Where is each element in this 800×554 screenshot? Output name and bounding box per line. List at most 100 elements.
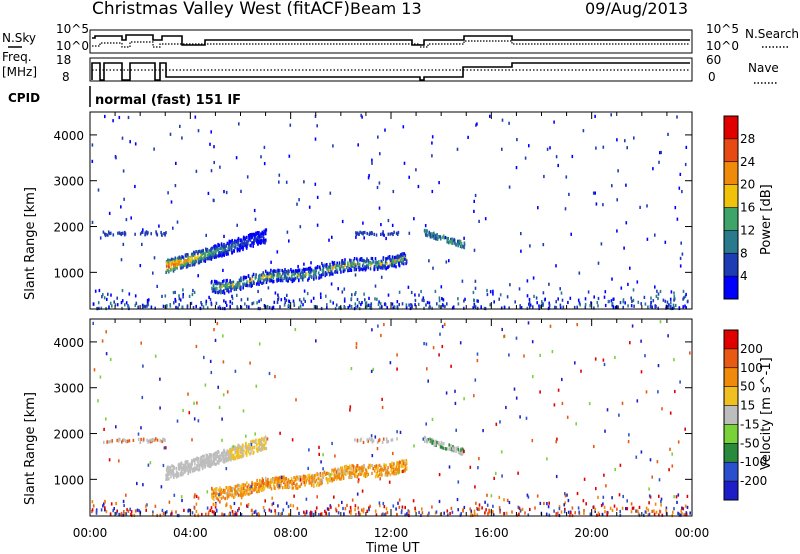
echo-band-1 (232, 244, 234, 248)
echo-sporadic (532, 375, 534, 379)
echo-near-range (313, 304, 316, 309)
echo-near-range (354, 305, 357, 310)
echo-sporadic (354, 273, 357, 277)
echo-near-range (498, 297, 500, 301)
echo-sporadic (278, 180, 280, 184)
echo-band-1 (241, 245, 244, 250)
echo-band-2 (246, 488, 248, 493)
echo-near-range (519, 306, 522, 310)
echo-band-2 (262, 485, 265, 489)
echo-band-2 (266, 483, 269, 487)
echo-near-range (406, 512, 408, 516)
echo-band-2 (220, 488, 223, 492)
echo-patch (461, 450, 464, 454)
echo-band-1 (253, 445, 255, 450)
echo-band-1 (175, 475, 178, 479)
echo-band-1 (204, 465, 206, 469)
echo-near-range (463, 505, 466, 510)
echo-line-2000 (108, 440, 110, 444)
echo-sporadic (508, 353, 510, 357)
echo-sporadic (263, 162, 266, 166)
echo-band-1 (219, 459, 222, 463)
echo-band-2 (341, 469, 343, 473)
echo-near-range (577, 506, 580, 510)
echo-band-2 (277, 476, 280, 480)
echo-band-1 (241, 242, 243, 246)
echo-sporadic (528, 144, 530, 148)
echo-sporadic (383, 323, 385, 327)
echo-near-range (91, 500, 94, 504)
echo-sporadic (182, 408, 184, 413)
echo-band-2 (342, 476, 345, 481)
echo-near-range (547, 505, 550, 509)
echo-sporadic (474, 193, 477, 198)
echo-band-2 (390, 468, 392, 472)
echo-near-range (342, 506, 344, 511)
echo-sporadic (329, 473, 332, 477)
echo-sporadic (549, 324, 552, 328)
echo-band-2 (340, 476, 343, 480)
echo-band-2 (320, 478, 322, 482)
echo-patch (455, 447, 458, 451)
echo-near-range (121, 299, 124, 303)
echo-band-2 (362, 258, 364, 262)
echo-band-2 (337, 467, 339, 471)
echo-near-range (526, 306, 529, 310)
echo-line-2000 (160, 230, 162, 235)
echo-band-1 (182, 463, 185, 467)
echo-near-range (115, 511, 118, 515)
echo-near-range (536, 494, 539, 498)
echo-near-range (310, 299, 313, 303)
echo-sporadic (329, 191, 332, 195)
echo-band-1 (202, 466, 204, 470)
echo-band-2 (211, 493, 213, 497)
echo-band-2 (232, 486, 234, 490)
echo-band-1 (225, 453, 227, 457)
echo-near-range (564, 507, 566, 511)
echo-near-range (420, 513, 422, 517)
echo-near-range (232, 512, 234, 516)
echo-patch (448, 443, 450, 447)
echo-band-1 (193, 466, 195, 470)
echo-band-1 (168, 466, 171, 470)
echo-near-range (492, 292, 494, 296)
time-tick-label: 04:00 (173, 526, 208, 540)
echo-sporadic (667, 132, 669, 136)
echo-patch (451, 237, 453, 241)
echo-near-range (524, 511, 526, 515)
echo-patch (461, 447, 464, 451)
echo-sporadic (218, 405, 221, 409)
echo-band-2 (231, 489, 233, 493)
echo-band-2 (227, 494, 230, 499)
echo-band-2 (255, 273, 257, 277)
echo-band-2 (211, 286, 213, 290)
echo-band-2 (263, 487, 266, 491)
echo-band-2 (271, 480, 274, 484)
echo-near-range (635, 509, 637, 513)
time-tick-label: 00:00 (675, 526, 710, 540)
echo-sporadic (235, 156, 238, 160)
echo-near-range (661, 513, 664, 517)
echo-band-1 (176, 262, 179, 267)
echo-near-range (162, 304, 165, 308)
echo-sporadic (91, 143, 94, 147)
echo-line-2000 (391, 438, 394, 442)
echo-near-range (144, 304, 147, 309)
echo-near-range (128, 292, 131, 296)
echo-band-2 (346, 266, 348, 270)
echo-band-2 (315, 483, 318, 488)
echo-band-1 (181, 470, 183, 474)
echo-band-2 (225, 282, 227, 286)
echo-sporadic (240, 189, 242, 193)
echo-band-2 (219, 486, 221, 490)
echo-band-1 (227, 252, 229, 256)
echo-sporadic (404, 257, 406, 261)
echo-band-1 (260, 448, 262, 452)
echo-near-range (293, 303, 296, 307)
echo-near-range (201, 303, 203, 307)
echo-sporadic (478, 219, 480, 223)
ytick-label: 2000 (53, 428, 84, 442)
echo-sporadic (689, 351, 691, 355)
echo-near-range (487, 512, 489, 516)
echo-near-range (681, 506, 683, 510)
